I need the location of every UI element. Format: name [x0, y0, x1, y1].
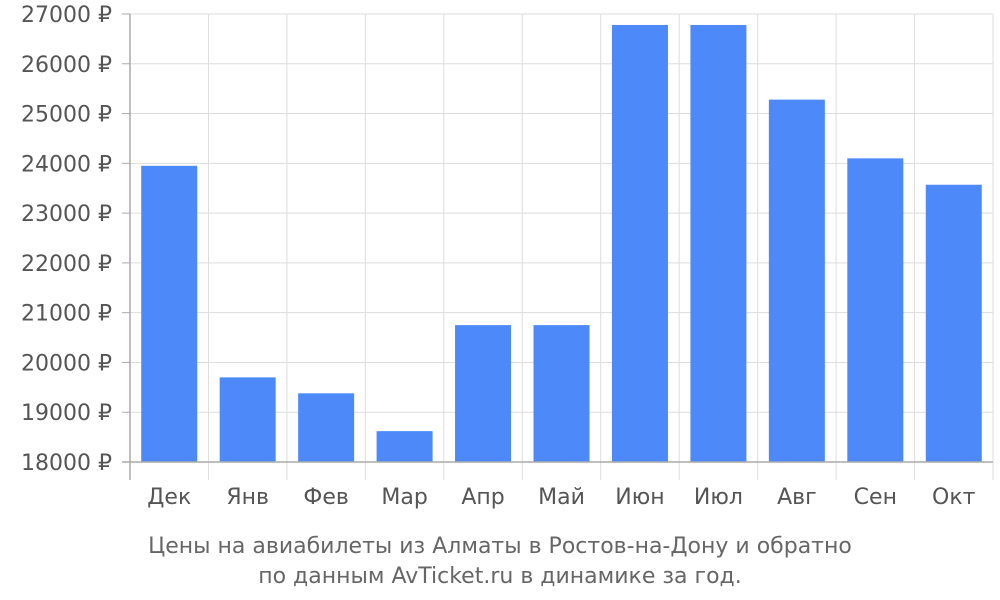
y-tick-label: 25000 ₽ [21, 103, 112, 128]
bar [533, 325, 590, 462]
x-tick-label: Июн [615, 485, 664, 510]
chart-caption-line-1: Цены на авиабилеты из Алматы в Ростов-на… [148, 534, 852, 559]
x-tick-label: Июл [694, 485, 743, 510]
y-tick-label: 24000 ₽ [21, 152, 112, 177]
bar [925, 184, 982, 462]
y-tick-label: 18000 ₽ [21, 451, 112, 476]
bar [455, 325, 512, 462]
x-tick-label: Апр [461, 485, 504, 510]
bar [219, 377, 276, 462]
x-tick-label: Окт [932, 485, 976, 510]
chart-caption-line-2: по данным AvTicket.ru в динамике за год. [258, 564, 742, 589]
y-axis-tick-labels: 18000 ₽ 19000 ₽ 20000 ₽ 21000 ₽ 22000 ₽ 23000… [21, 3, 112, 476]
bar [298, 393, 355, 462]
x-tick-label: Мар [381, 485, 427, 510]
x-tick-label: Дек [147, 485, 191, 510]
y-tick-label: 20000 ₽ [21, 351, 112, 376]
bar [141, 165, 198, 463]
x-tick-label: Янв [226, 485, 269, 510]
bar [690, 24, 747, 462]
x-tick-label: Авг [777, 485, 817, 510]
y-tick-label: 26000 ₽ [21, 53, 112, 78]
axes [122, 13, 994, 480]
bar [768, 99, 825, 463]
x-axis-tick-labels: Дек Янв Фев Мар Апр Май Июн Июл Авг Сен Окт [147, 485, 975, 510]
bar [376, 431, 433, 462]
x-tick-label: Май [538, 485, 585, 510]
y-tick-label: 23000 ₽ [21, 202, 112, 227]
y-tick-label: 27000 ₽ [21, 3, 112, 28]
x-tick-label: Сен [854, 485, 897, 510]
bar [611, 24, 668, 462]
y-tick-label: 21000 ₽ [21, 302, 112, 327]
bar [847, 158, 904, 462]
bars [141, 24, 982, 463]
y-tick-label: 19000 ₽ [21, 401, 112, 426]
x-tick-label: Фев [303, 485, 348, 510]
y-tick-label: 22000 ₽ [21, 252, 112, 277]
bar-chart: 18000 ₽ 19000 ₽ 20000 ₽ 21000 ₽ 22000 ₽ 23000… [21, 3, 994, 510]
